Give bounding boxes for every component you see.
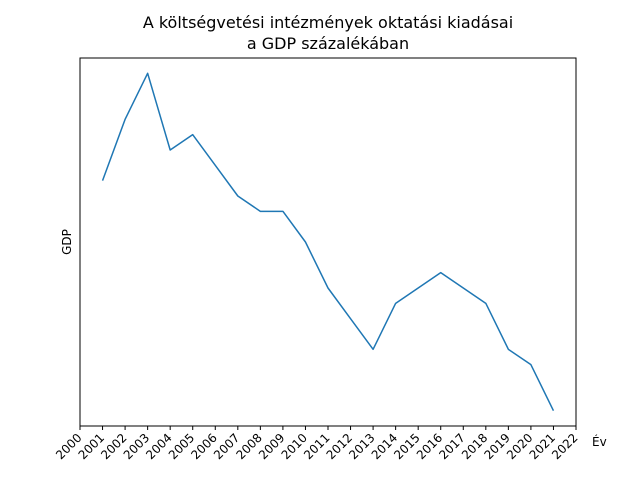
y-axis-label: GDP: [60, 229, 74, 255]
x-axis-ticks: 2000200120022003200420052006200720082009…: [53, 426, 581, 462]
x-tick-label: 2022: [549, 431, 580, 462]
series-layer: [101, 72, 555, 412]
plot-area-frame: [79, 57, 577, 427]
series-line-0: [101, 72, 555, 412]
chart-title-line-2: a GDP százalékában: [247, 34, 409, 53]
chart-title-line-1: A költségvetési intézmények oktatási kia…: [143, 13, 513, 32]
x-axis-label: Év: [592, 434, 607, 449]
